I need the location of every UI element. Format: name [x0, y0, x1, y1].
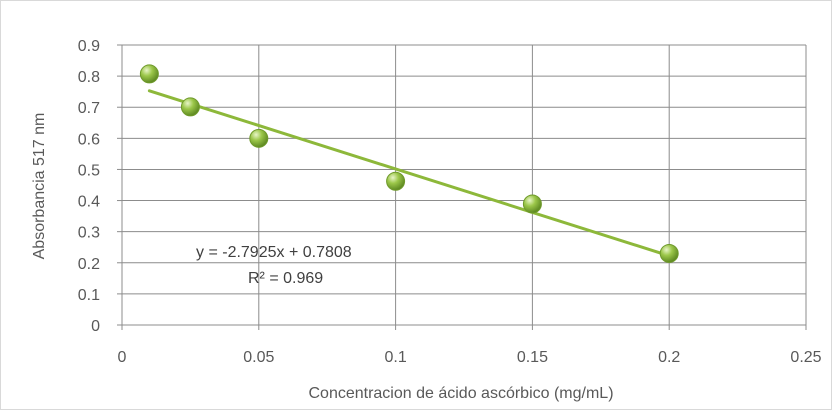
data-point	[386, 171, 406, 191]
y-tick-label: 0.4	[78, 194, 100, 211]
y-tick-label: 0.2	[78, 256, 100, 273]
x-tick-label: 0	[118, 349, 127, 366]
data-point	[180, 97, 200, 117]
trendline-r2: R² = 0.969	[248, 270, 323, 287]
trendline-line	[147, 89, 671, 258]
grid	[122, 44, 807, 325]
x-tick-label: 0.2	[658, 349, 680, 366]
data-point	[522, 194, 542, 214]
data-point	[249, 128, 269, 148]
y-tick-label: 0	[91, 318, 100, 335]
y-tick-label: 0.1	[78, 287, 100, 304]
y-tick-label: 0.7	[78, 100, 100, 117]
data-point	[659, 243, 679, 263]
data-point	[139, 64, 159, 84]
trendline	[147, 89, 671, 258]
y-tick-label: 0.3	[78, 225, 100, 242]
y-tick-label: 0.5	[78, 162, 100, 179]
y-tick-label: 0.9	[78, 38, 100, 55]
x-tick-label: 0.15	[517, 349, 548, 366]
trendline-equation: y = -2.7925x + 0.7808	[196, 244, 352, 261]
y-tick-label: 0.8	[78, 69, 100, 86]
x-tick-label: 0.1	[384, 349, 406, 366]
y-tick-label: 0.6	[78, 131, 100, 148]
y-axis-title: Absorbancia 517 nm	[31, 113, 48, 260]
tick-labels: 0 0.1 0.2 0.3 0.4 0.5 0.6 0.7 0.8 0.9 0 0.05 0.1 0.15…	[78, 38, 822, 366]
x-tick-label: 0.05	[243, 349, 274, 366]
x-tick-label: 0.25	[790, 349, 821, 366]
axes	[117, 44, 807, 330]
data-points	[139, 64, 679, 263]
x-axis-title: Concentracion de ácido ascórbico (mg/mL)	[308, 385, 613, 402]
